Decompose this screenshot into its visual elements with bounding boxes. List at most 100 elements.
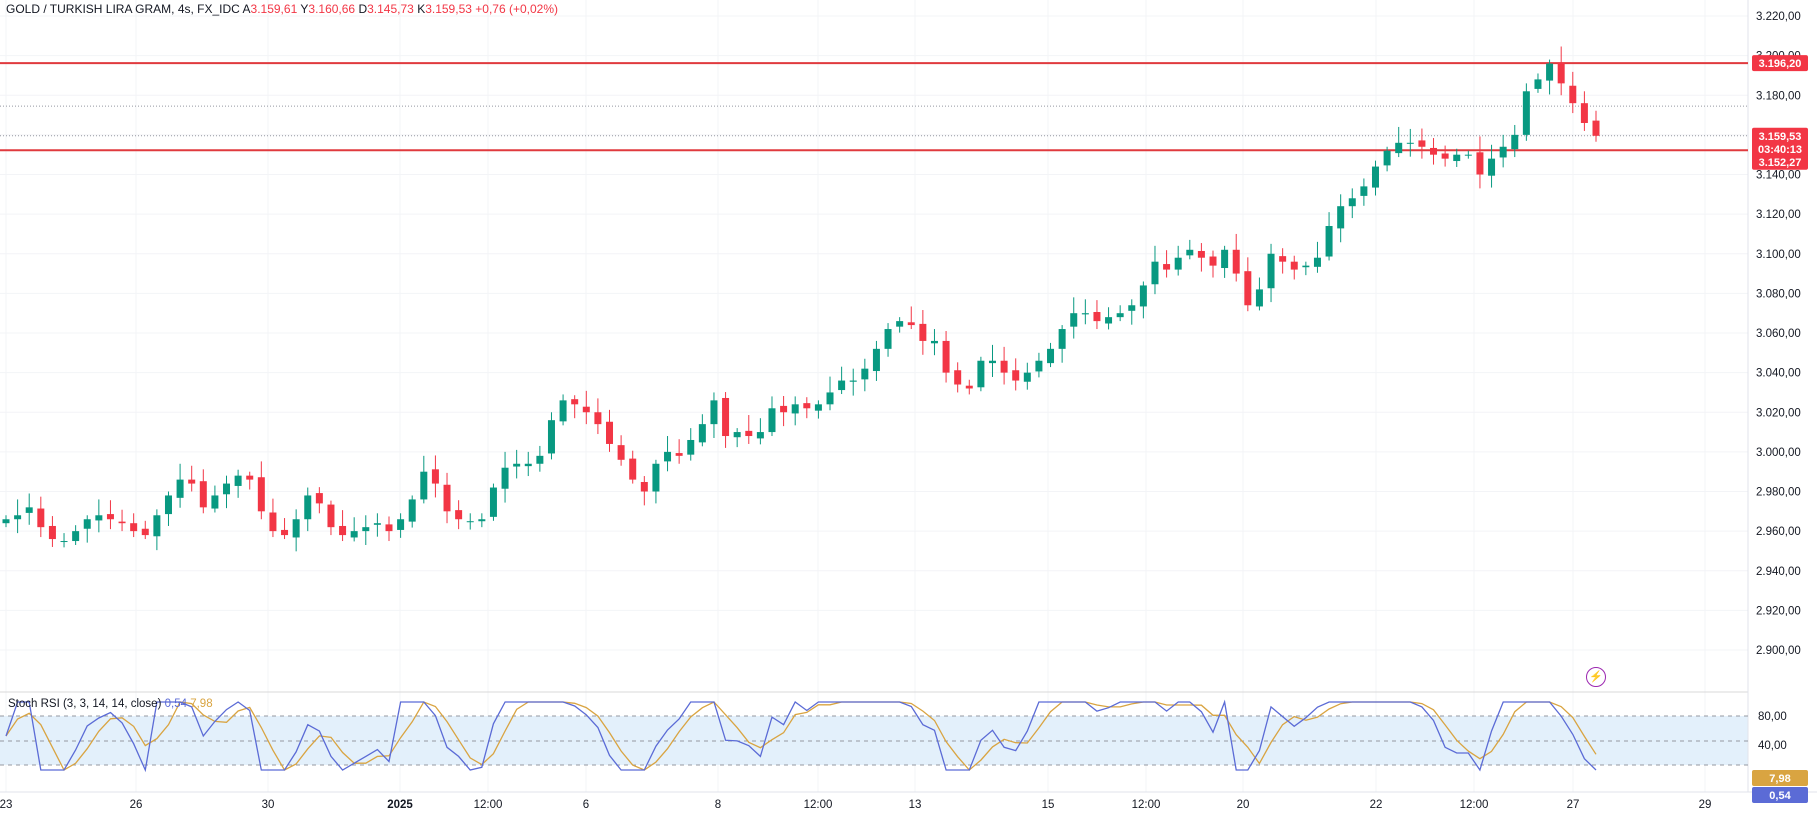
candle-body [304, 495, 312, 520]
candle-body [246, 475, 254, 480]
candle-body [1522, 91, 1530, 135]
stoch-rsi-header[interactable]: Stoch RSI (3, 3, 14, 14, close) 0,54 7,9… [8, 698, 213, 710]
candle-body [722, 397, 730, 437]
candle-body [1406, 142, 1414, 144]
candle-body [1592, 120, 1600, 136]
candle-body [884, 329, 892, 349]
candle-body [1488, 158, 1496, 176]
candle-body [408, 499, 416, 522]
close-label: K [417, 2, 426, 16]
candle-body [954, 370, 962, 385]
candle-body [861, 368, 869, 380]
price-tick-label: 3.080,00 [1756, 288, 1801, 300]
candle-body [872, 348, 880, 372]
candle-body [919, 323, 927, 341]
candle-body [118, 521, 126, 524]
candle-body [1116, 313, 1124, 318]
candle-body [257, 477, 265, 512]
candle-body [698, 424, 706, 443]
candle-body [83, 519, 91, 529]
candle-body [234, 475, 242, 486]
candle-body [153, 515, 161, 537]
candle-body [431, 469, 439, 484]
candle-body [385, 524, 393, 532]
candle-body [72, 531, 80, 542]
time-tick-label: 22 [1370, 799, 1383, 811]
candle-body [106, 514, 114, 520]
last-price-tag-text: 3.152,27 [1759, 157, 1802, 169]
candle-body [164, 495, 172, 515]
price-tick-label: 3.020,00 [1756, 407, 1801, 419]
candle-body [1418, 140, 1426, 147]
candle-body [1186, 249, 1194, 256]
candle-body [907, 322, 915, 326]
stoch-rsi-level-label: 80,00 [1758, 711, 1787, 723]
price-tick-label: 3.040,00 [1756, 368, 1801, 380]
candle-body [327, 504, 335, 528]
change-value: +0,76 (+0,02%) [475, 2, 558, 16]
time-tick-label: 12:00 [1460, 799, 1489, 811]
candle-body [1047, 348, 1055, 364]
price-tick-label: 3.220,00 [1756, 11, 1801, 23]
candle-body [1580, 103, 1588, 123]
candle-body [1267, 253, 1275, 289]
price-tick-label: 2.900,00 [1756, 645, 1801, 657]
candle-body [1279, 256, 1287, 262]
candle-body [652, 463, 660, 492]
candle-body [559, 400, 567, 422]
candle-body [60, 541, 68, 543]
candle-body [547, 420, 555, 454]
time-tick-label: 12:00 [1132, 799, 1161, 811]
candle-body [420, 471, 428, 500]
resistance-price-tag-text: 3.196,20 [1759, 58, 1802, 70]
candle-body [176, 479, 184, 498]
grid [0, 0, 1748, 792]
candle-body [1464, 154, 1472, 156]
candle-body [536, 455, 544, 464]
horizontal-lines[interactable] [0, 62, 1748, 152]
candle-body [756, 432, 764, 439]
candle-body [687, 439, 695, 455]
candle-body [965, 385, 973, 389]
candle-body [768, 408, 776, 433]
close-value: 3.159,53 [425, 2, 472, 16]
candle-body [664, 451, 672, 462]
candle-body [1255, 289, 1263, 307]
time-tick-label: 30 [262, 799, 275, 811]
price-tick-label: 3.120,00 [1756, 209, 1801, 221]
candle-body [629, 458, 637, 480]
candle-body [826, 392, 834, 405]
stoch-rsi-lines [5, 699, 1597, 773]
candle-body [606, 421, 614, 444]
candle-body [269, 512, 277, 532]
stoch-rsi-d-tag-text: 7,98 [1769, 773, 1790, 785]
candle-body [1163, 264, 1171, 270]
candle-body [942, 340, 950, 373]
candle-body [397, 519, 405, 530]
candle-body [524, 463, 532, 467]
stoch-rsi-d-line [5, 701, 1597, 771]
candle-body [501, 467, 509, 489]
candle-body [838, 380, 846, 391]
lightning-icon[interactable]: ⚡ [1586, 667, 1606, 687]
time-tick-label: 8 [715, 799, 721, 811]
candle-body [803, 403, 811, 409]
candle-body [37, 508, 45, 528]
candle-body [478, 519, 486, 522]
stoch-rsi-level-label: 40,00 [1758, 740, 1787, 752]
candle-body [373, 523, 381, 525]
open-value: 3.159,61 [250, 2, 298, 16]
chart-header: GOLD / TURKISH LIRA GRAM, 4s, FX_IDC A3.… [6, 2, 558, 16]
price-tick-label: 3.000,00 [1756, 447, 1801, 459]
candle-body [1325, 226, 1333, 257]
time-axis[interactable]: 23 26 30 2025 12:00 6 8 12:00 13 15 12:00 20 22 12:00… [0, 799, 1711, 811]
candle-body [362, 527, 370, 532]
price-axis[interactable]: 3.220,003.200,003.180,003.160,003.140,00… [1756, 11, 1801, 752]
price-tick-label: 3.140,00 [1756, 170, 1801, 182]
time-tick-label: 12:00 [474, 799, 503, 811]
candle-body [1244, 271, 1252, 306]
candle-body [489, 487, 497, 517]
candle-body [617, 445, 625, 460]
candle-body [1105, 317, 1113, 324]
